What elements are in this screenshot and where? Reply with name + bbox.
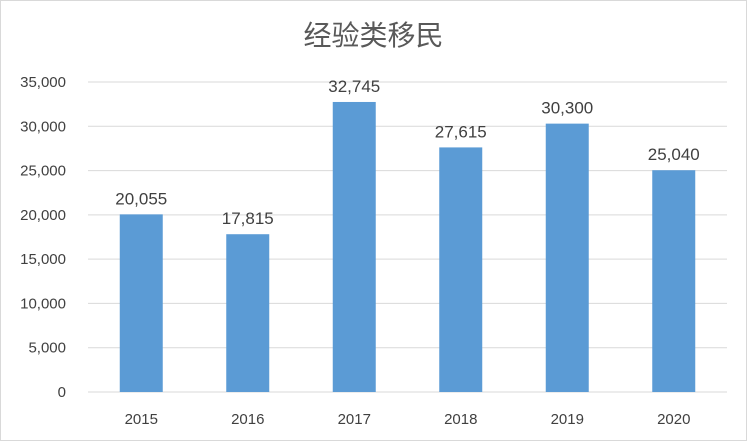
y-tick-label: 30,000 <box>20 118 66 135</box>
x-tick-label: 2018 <box>444 411 477 428</box>
bar-2019 <box>545 123 589 392</box>
gridlines <box>88 81 727 393</box>
bar-2017 <box>332 101 376 393</box>
y-axis-ticks: 0 5,000 10,000 15,000 20,000 25,000 30,000 35,0… <box>20 74 66 401</box>
y-tick-label: 5,000 <box>28 340 66 357</box>
x-tick-label: 2017 <box>338 411 371 428</box>
y-tick-label: 15,000 <box>20 251 66 268</box>
y-tick-label: 35,000 <box>20 74 66 91</box>
data-label-2020: 25,040 <box>648 145 700 164</box>
bar-2020 <box>652 170 696 392</box>
bar-2016 <box>226 234 270 392</box>
x-tick-label: 2020 <box>657 411 690 428</box>
data-label-2017: 32,745 <box>328 77 380 96</box>
data-label-2018: 27,615 <box>435 122 487 141</box>
x-tick-label: 2015 <box>125 411 158 428</box>
y-tick-label: 10,000 <box>20 295 66 312</box>
data-labels: 20,055 17,815 32,745 27,615 30,300 25,040 <box>115 77 700 228</box>
y-tick-label: 25,000 <box>20 163 66 180</box>
data-label-2016: 17,815 <box>222 209 274 228</box>
bars <box>119 101 696 393</box>
data-label-2015: 20,055 <box>115 189 167 208</box>
x-axis-ticks: 2015 2016 2017 2018 2019 2020 <box>125 411 691 428</box>
data-label-2019: 30,300 <box>541 99 593 118</box>
chart-title: 经验类移民 <box>303 19 444 52</box>
y-tick-label: 0 <box>58 384 66 401</box>
x-tick-label: 2016 <box>231 411 264 428</box>
bar-2015 <box>119 214 163 392</box>
x-tick-label: 2019 <box>551 411 584 428</box>
bar-2018 <box>439 147 483 392</box>
y-tick-label: 20,000 <box>20 207 66 224</box>
